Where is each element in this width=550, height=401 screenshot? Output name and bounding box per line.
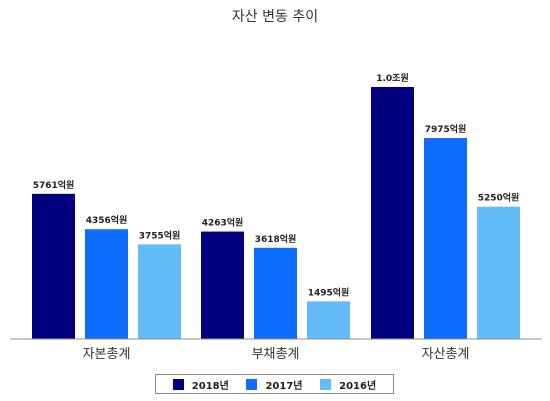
bar-2-2 (254, 247, 297, 339)
legend-label: 2018년 (191, 380, 229, 392)
category-label: 부채총계 (252, 347, 300, 362)
legend-item-1: 2018년 (172, 377, 229, 392)
legend: 2018년 2017년 2016년 (155, 374, 394, 394)
legend-item-2: 2017년 (246, 377, 303, 392)
bar-3-2 (424, 138, 467, 339)
bar-value-label: 4263억원 (202, 217, 244, 229)
bar-3-1 (371, 87, 414, 339)
category-labels: 자본총계 부채총계 자산총계 (83, 347, 470, 362)
bar-2-1 (201, 231, 244, 339)
bar-2-3 (307, 301, 350, 339)
bar-value-label: 7975억원 (425, 123, 467, 135)
legend-label: 2017년 (265, 380, 303, 392)
bar-value-label: 3618억원 (255, 233, 297, 245)
legend-item-3: 2016년 (320, 377, 376, 392)
bar-1-2 (85, 229, 128, 339)
bar-value-label: 5250억원 (478, 192, 520, 204)
bar-value-label: 5761억원 (33, 179, 75, 191)
bar-value-label: 4356억원 (86, 214, 128, 226)
legend-swatch (246, 378, 258, 390)
bars-layer: 5761억원 4356억원 3755억원 4263억원 3618억원 1495억원 1.0조… (32, 72, 520, 339)
bar-value-label: 1.0조원 (376, 72, 409, 84)
bar-value-label: 1495억원 (308, 286, 350, 298)
legend-swatch (320, 378, 332, 390)
chart-title: 자산 변동 추이 (231, 9, 319, 25)
category-label: 자본총계 (83, 347, 131, 362)
legend-label: 2016년 (339, 380, 377, 392)
category-label: 자산총계 (422, 347, 470, 362)
bar-value-label: 3755억원 (139, 229, 181, 241)
bar-3-3 (477, 206, 520, 339)
bar-1-1 (32, 193, 75, 339)
legend-swatch (172, 378, 184, 390)
bar-1-3 (138, 244, 181, 339)
